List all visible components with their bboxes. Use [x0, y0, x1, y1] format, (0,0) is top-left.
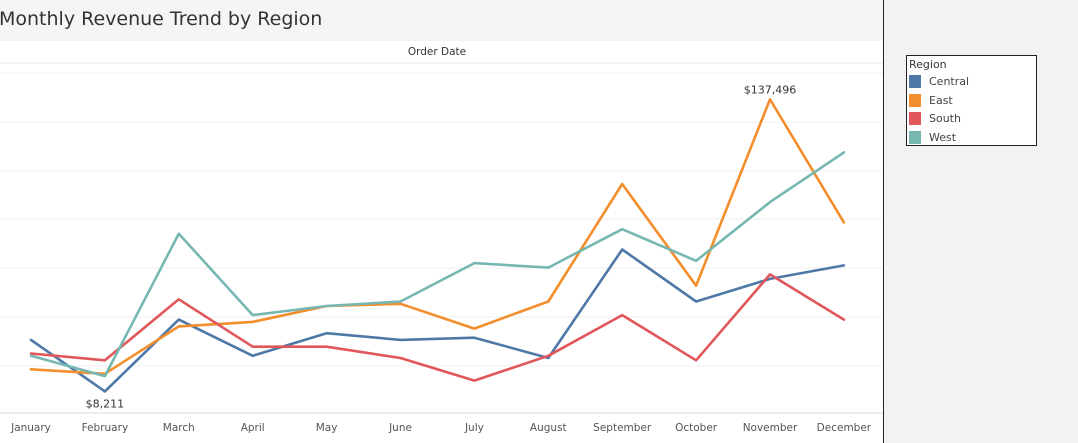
x-tick-label-february: February [82, 422, 129, 434]
x-tick-label-november: November [743, 422, 798, 434]
series-line-south [29, 273, 846, 382]
legend-label-west: West [929, 131, 957, 145]
legend[interactable]: Region Central East South West [906, 55, 1037, 146]
x-tick-label-january: January [10, 422, 51, 434]
legend-label-central: Central [929, 75, 970, 88]
x-tick-label-august: August [530, 422, 567, 434]
pane-divider [883, 0, 884, 443]
x-tick-label-may: May [316, 422, 338, 434]
x-tick-label-march: March [163, 422, 195, 434]
legend-swatch-south [909, 112, 921, 126]
line-chart: Order Date January February March April May Ju… [0, 46, 883, 434]
series-line-west [29, 151, 846, 378]
x-axis-title: Order Date [408, 46, 466, 58]
legend-title: Region [909, 58, 947, 71]
x-tick-label-october: October [675, 422, 718, 434]
legend-label-south: South [929, 112, 961, 126]
chart-title: Monthly Revenue Trend by Region [0, 8, 323, 30]
legend-label-east: East [929, 93, 953, 107]
legend-swatch-east [909, 93, 921, 107]
x-tick-label-april: April [241, 422, 265, 434]
legend-swatch-central [909, 75, 921, 88]
x-tick-label-december: December [817, 422, 872, 434]
series-line-central [29, 248, 846, 393]
annotation-east-november: $137,496 [744, 83, 797, 96]
x-tick-label-september: September [593, 422, 652, 434]
legend-swatch-west [909, 131, 921, 145]
annotation-central-february: $8,211 [86, 397, 125, 410]
x-tick-label-june: June [388, 422, 412, 434]
series-line-east [29, 97, 846, 376]
x-tick-label-july: July [464, 422, 484, 434]
title-bar: Monthly Revenue Trend by Region [0, 0, 883, 41]
